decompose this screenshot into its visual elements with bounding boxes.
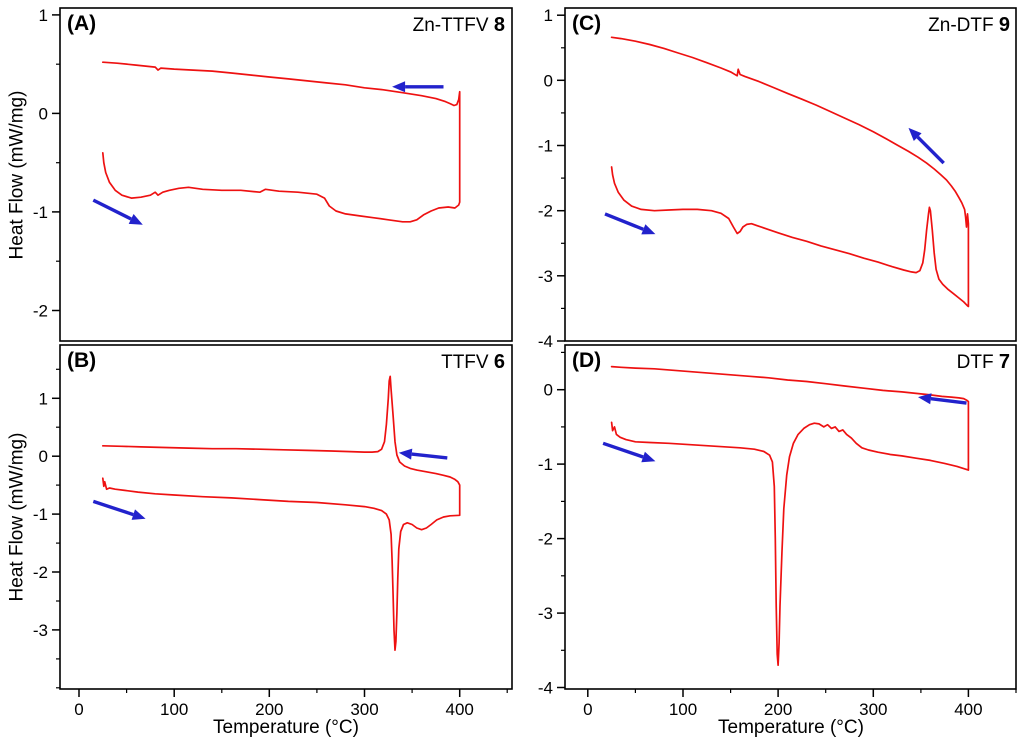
x-tick-label: 200 [764, 700, 792, 719]
panel-b: 1 0 -1 -2 -3 0 100 200 300 400 [33, 344, 513, 719]
compound-number-d: 7 [998, 351, 1010, 373]
compound-name-a: Zn-TTFV [412, 15, 489, 36]
y-tick-label: -1 [538, 137, 553, 156]
panel-label-b: (B) [67, 349, 97, 372]
plot-frame [59, 7, 513, 342]
x-tick-label: 100 [160, 700, 188, 719]
heating-direction-arrow-head [641, 224, 656, 235]
y-tick-label: 1 [39, 6, 48, 25]
y-tick-label: -3 [538, 604, 553, 623]
x-tick-label: 100 [669, 700, 697, 719]
panel-title-c: Zn-DTF 9 [928, 15, 1010, 35]
y-tick-label: -1 [33, 203, 48, 222]
panel-label-a: (A) [67, 12, 97, 35]
heating-direction-arrow-head [131, 509, 146, 520]
cooling-direction-arrow-head [918, 393, 932, 405]
y-tick-label: 0 [39, 447, 48, 466]
panel-d: 0 -1 -2 -3 -4 0 100 200 300 400 [538, 344, 1017, 719]
cooling-direction-arrow [411, 452, 448, 460]
panel-title-b: TTFV 6 [441, 352, 505, 372]
y-tick-label: 0 [39, 104, 48, 123]
y-tick-label: -3 [33, 621, 48, 640]
y-tick-label: 0 [544, 71, 553, 90]
dsc-heating-cooling-trace [610, 365, 970, 667]
y-tick-label: -4 [538, 679, 553, 698]
y-tick-label: -2 [538, 202, 553, 221]
x-tick-label: 200 [255, 700, 283, 719]
cooling-direction-arrow-head [398, 448, 413, 460]
heating-direction-arrow [602, 441, 644, 459]
dsc-heating-cooling-trace [610, 36, 970, 308]
panel-a: 1 0 -1 -2 [33, 6, 513, 342]
x-axis-title-left: Temperature (°C) [213, 717, 359, 738]
x-axis-title-right: Temperature (°C) [718, 717, 864, 738]
compound-number-b: 6 [493, 351, 505, 373]
y-tick-label: -2 [33, 563, 48, 582]
dsc-heating-cooling-trace [101, 375, 461, 652]
compound-name-c: Zn-DTF [928, 15, 994, 36]
heating-direction-arrow [604, 212, 644, 231]
y-tick-label: -2 [33, 302, 48, 321]
y-axis-title-bottom: Heat Flow (mW/mg) [6, 432, 28, 602]
cooling-direction-arrow-head [908, 127, 922, 141]
plot-frame [564, 7, 1017, 342]
x-tick-label: 0 [74, 700, 83, 719]
panel-title-a: Zn-TTFV 8 [413, 15, 505, 35]
x-tick-label: 0 [583, 700, 592, 719]
panel-title-d: DTF 7 [957, 352, 1010, 372]
y-axis-title-top: Heat Flow (mW/mg) [6, 90, 28, 260]
x-tick-label: 300 [859, 700, 887, 719]
dsc-heating-cooling-trace [101, 61, 461, 223]
plot-frame [59, 344, 513, 690]
heating-direction-arrow-head [641, 451, 656, 463]
panel-label-d: (D) [572, 349, 602, 372]
x-tick-label: 400 [446, 700, 474, 719]
panel-c: 1 0 -1 -2 -3 -4 [538, 6, 1017, 351]
heating-direction-arrow [92, 499, 134, 517]
panel-label-c: (C) [572, 12, 602, 35]
heating-direction-arrow-head [128, 214, 143, 225]
cooling-direction-arrow [930, 397, 967, 405]
y-tick-label: 1 [544, 6, 553, 25]
compound-number-a: 8 [493, 14, 505, 36]
cooling-direction-arrow-head [392, 81, 406, 93]
x-tick-label: 300 [350, 700, 378, 719]
plot-frame [564, 344, 1017, 690]
compound-name-b: TTFV [441, 352, 489, 373]
x-tick-label: 400 [954, 700, 982, 719]
heating-direction-arrow [92, 198, 132, 221]
cooling-direction-arrow [916, 135, 945, 165]
y-tick-label: 1 [39, 389, 48, 408]
compound-number-c: 9 [998, 14, 1010, 36]
y-tick-label: -4 [538, 332, 553, 351]
y-tick-label: 0 [544, 381, 553, 400]
y-tick-label: -1 [538, 455, 553, 474]
y-tick-label: -3 [538, 267, 553, 286]
y-tick-label: -2 [538, 530, 553, 549]
y-tick-label: -1 [33, 505, 48, 524]
compound-name-d: DTF [956, 352, 994, 373]
